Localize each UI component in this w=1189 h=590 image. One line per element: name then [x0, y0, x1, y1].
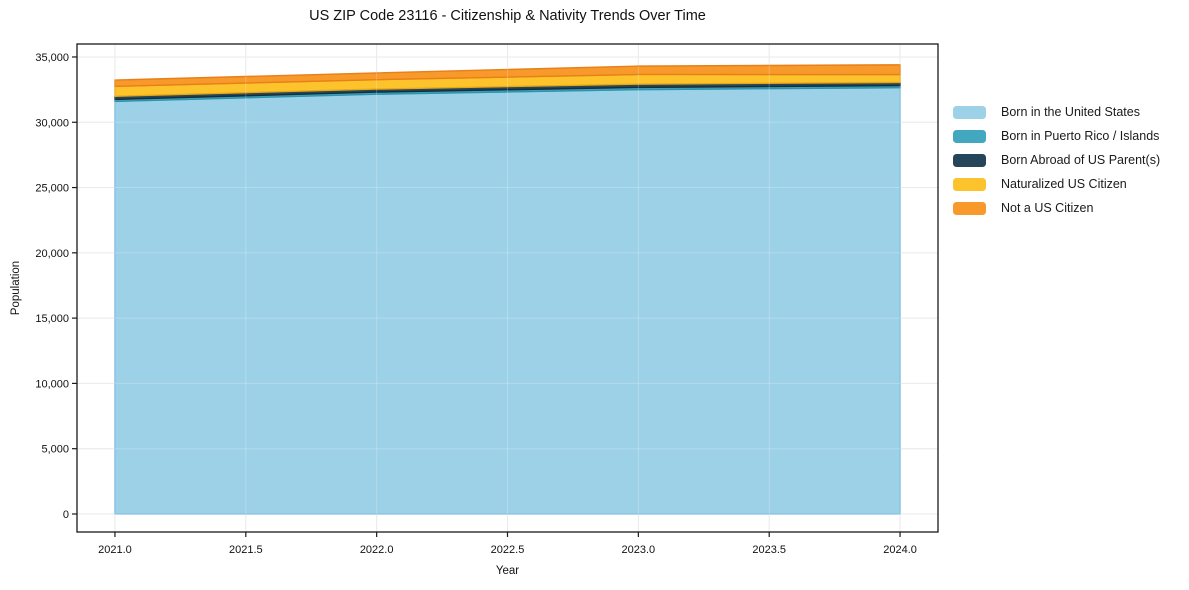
chart-title: US ZIP Code 23116 - Citizenship & Nativi…: [309, 8, 706, 24]
legend-label: Born in the United States: [1001, 105, 1140, 119]
y-tick-label: 25,000: [35, 183, 69, 195]
legend-item: Born in Puerto Rico / Islands: [953, 124, 1160, 148]
legend-item: Naturalized US Citizen: [953, 172, 1160, 196]
legend-swatch-icon: [953, 105, 986, 119]
legend-item: Not a US Citizen: [953, 196, 1160, 220]
x-tick-label: 2023.0: [622, 544, 656, 556]
x-tick-label: 2021.0: [98, 544, 132, 556]
area-not-a-us-citizen: [114, 64, 901, 88]
x-tick-label: 2022.5: [491, 544, 525, 556]
legend-swatch-icon: [953, 177, 986, 191]
y-tick-label: 10,000: [35, 378, 69, 390]
legend-swatch-icon: [953, 129, 986, 143]
y-tick-label: 15,000: [35, 313, 69, 325]
legend-label: Naturalized US Citizen: [1001, 177, 1127, 191]
x-axis-label: Year: [495, 565, 520, 577]
legend-swatch-icon: [953, 153, 986, 167]
x-tick-label: 2023.5: [752, 544, 786, 556]
x-tick-label: 2022.0: [360, 544, 394, 556]
legend-label: Born Abroad of US Parent(s): [1001, 153, 1161, 167]
legend-label: Not a US Citizen: [1001, 201, 1094, 215]
y-tick-label: 35,000: [35, 52, 69, 64]
y-axis-label: Population: [10, 260, 22, 316]
y-tick-label: 5,000: [41, 444, 69, 456]
legend-swatch-icon: [953, 201, 986, 215]
legend: Born in the United States Born in Puerto …: [953, 100, 1160, 220]
legend-item: Born in the United States: [953, 100, 1160, 124]
legend-label: Born in Puerto Rico / Islands: [1001, 129, 1160, 143]
y-tick-label: 20,000: [35, 248, 69, 260]
x-tick-label: 2021.5: [229, 544, 263, 556]
x-tick-label: 2024.0: [883, 544, 917, 556]
legend-item: Born Abroad of US Parent(s): [953, 148, 1160, 172]
y-tick-label: 30,000: [35, 117, 69, 129]
y-tick-label: 0: [63, 509, 69, 521]
